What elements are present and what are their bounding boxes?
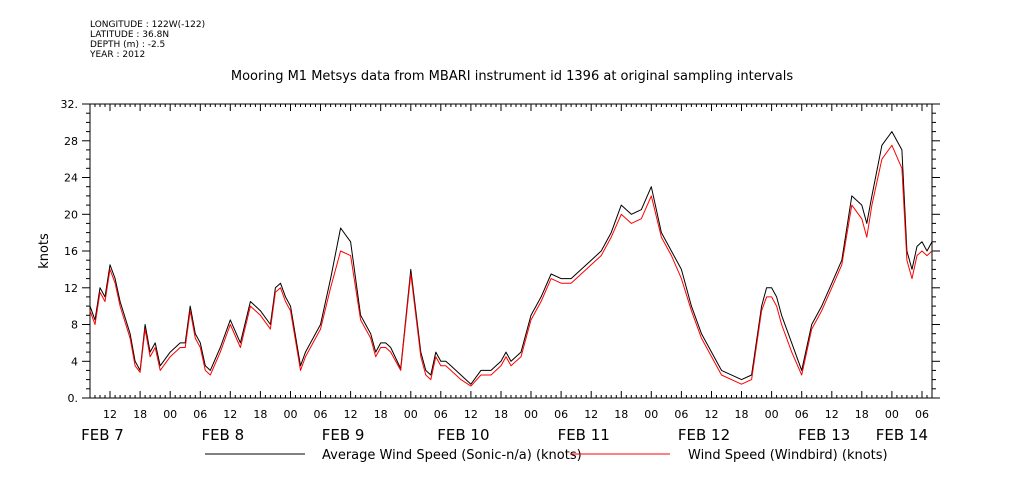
legend: Average Wind Speed (Sonic-n/a) (knots) Wi… xyxy=(205,448,888,463)
x-tick-label: 12 xyxy=(464,408,478,421)
longitude-text: LONGITUDE : 122W(-122) xyxy=(90,20,206,30)
legend-label-average: Average Wind Speed (Sonic-n/a) (knots) xyxy=(322,448,582,463)
x-tick-label: 18 xyxy=(494,408,508,421)
chart-title: Mooring M1 Metsys data from MBARI instru… xyxy=(231,69,793,84)
x-tick-label: 18 xyxy=(253,408,267,421)
x-tick-label: 00 xyxy=(644,408,658,421)
y-axis-label: knots xyxy=(37,233,52,269)
series-group xyxy=(89,131,933,387)
day-label: FEB 9 xyxy=(322,426,365,444)
day-label: FEB 11 xyxy=(558,426,610,444)
x-tick-label: 00 xyxy=(404,408,418,421)
day-label: FEB 7 xyxy=(81,426,124,444)
x-tick-label: 06 xyxy=(795,408,809,421)
y-tick-label: 28 xyxy=(64,135,78,148)
x-tick-label: 12 xyxy=(223,408,237,421)
x-tick-label: 00 xyxy=(524,408,538,421)
x-tick-label: 00 xyxy=(284,408,298,421)
x-tick-label: 18 xyxy=(855,408,869,421)
y-tick-label: 12 xyxy=(64,282,78,295)
day-label: FEB 14 xyxy=(876,426,928,444)
x-tick-label: 06 xyxy=(314,408,328,421)
x-tick-label: 12 xyxy=(344,408,358,421)
x-tick-label: 12 xyxy=(705,408,719,421)
day-label: FEB 10 xyxy=(437,426,489,444)
legend-label-windbird: Wind Speed (Windbird) (knots) xyxy=(688,448,888,463)
y-tick-label: 32. xyxy=(61,98,79,111)
day-label: FEB 13 xyxy=(798,426,850,444)
depth-text: DEPTH (m) : -2.5 xyxy=(90,40,166,50)
y-tick-label: 24 xyxy=(64,172,78,185)
x-tick-label: 18 xyxy=(133,408,147,421)
y-tick-label: 16 xyxy=(64,245,78,258)
y-tick-label: 4 xyxy=(71,355,78,368)
axis-ticks xyxy=(82,103,940,399)
day-label: FEB 12 xyxy=(678,426,730,444)
x-tick-label: 00 xyxy=(765,408,779,421)
x-tick-label: 06 xyxy=(674,408,688,421)
series-windbird-wind-speed-line xyxy=(89,144,933,387)
y-tick-label: 8 xyxy=(71,319,78,332)
x-tick-label: 12 xyxy=(584,408,598,421)
year-text: YEAR : 2012 xyxy=(90,50,146,60)
x-tick-label: 06 xyxy=(915,408,929,421)
x-tick-label: 12 xyxy=(103,408,117,421)
y-tick-label: 0. xyxy=(68,392,79,405)
x-tick-label: 06 xyxy=(434,408,448,421)
x-tick-label: 18 xyxy=(735,408,749,421)
x-tick-label: 00 xyxy=(885,408,899,421)
x-tick-label: 18 xyxy=(614,408,628,421)
axis-labels: 0. 4 8 12 16 20 24 28 32. 12 18 00 06 12 18 00 06 12 18 00 0… xyxy=(61,98,930,444)
series-average-wind-speed-line xyxy=(89,131,933,385)
latitude-text: LATITUDE : 36.8N xyxy=(90,30,170,40)
x-tick-label: 06 xyxy=(193,408,207,421)
x-tick-label: 00 xyxy=(163,408,177,421)
y-tick-label: 20 xyxy=(64,208,78,221)
day-label: FEB 8 xyxy=(201,426,244,444)
x-tick-label: 06 xyxy=(554,408,568,421)
x-tick-label: 12 xyxy=(825,408,839,421)
x-tick-label: 18 xyxy=(374,408,388,421)
